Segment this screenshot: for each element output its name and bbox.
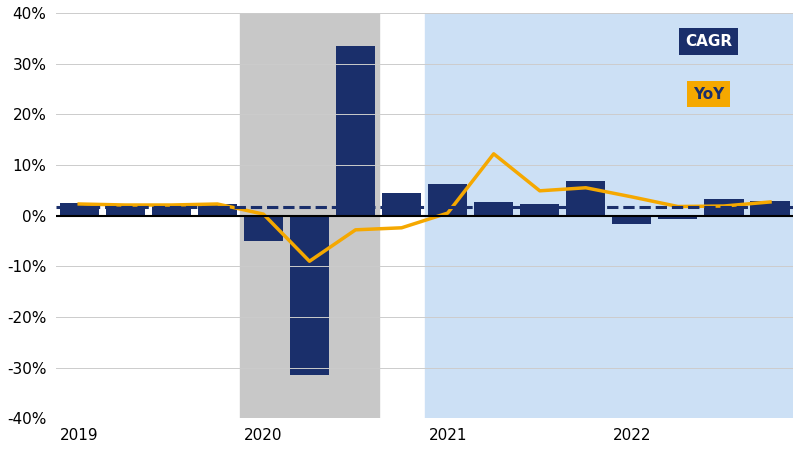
Bar (152, 205, 191, 216)
Bar (106, 206, 145, 216)
Bar (244, 216, 283, 241)
Bar (428, 184, 467, 216)
Bar (60, 203, 98, 216)
Bar (336, 46, 375, 216)
Text: CAGR: CAGR (685, 34, 732, 49)
Bar (240, 13, 378, 418)
Bar (704, 199, 743, 216)
Bar (198, 204, 237, 216)
Bar (425, 13, 793, 418)
Bar (520, 204, 559, 216)
Bar (382, 193, 421, 216)
Bar (566, 180, 606, 216)
Text: YoY: YoY (693, 86, 724, 102)
Bar (658, 216, 698, 219)
Bar (612, 216, 651, 224)
Bar (474, 202, 514, 216)
Bar (750, 202, 790, 216)
Bar (290, 216, 329, 375)
